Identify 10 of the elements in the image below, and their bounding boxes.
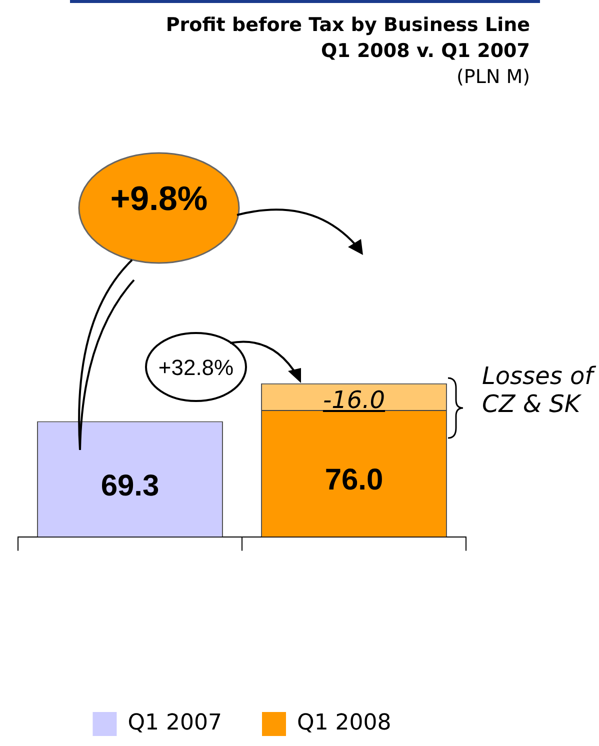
text: Losses of CZ & SK (482, 362, 594, 418)
text: +9.8% (109, 180, 209, 219)
data-label: 76.0 (324, 464, 384, 497)
legend-label: Q1 2008 (297, 710, 392, 736)
text: +32.8% (157, 355, 235, 381)
annotation: -16.0 (322, 386, 386, 414)
chart-subtitle: (PLN M) (456, 65, 530, 90)
chart-title: Profit before Tax by Business Line Q1 2008 v. Q1 2007 (166, 13, 530, 64)
data-label: 69.3 (100, 469, 160, 502)
legend-label: Q1 2007 (128, 710, 222, 736)
